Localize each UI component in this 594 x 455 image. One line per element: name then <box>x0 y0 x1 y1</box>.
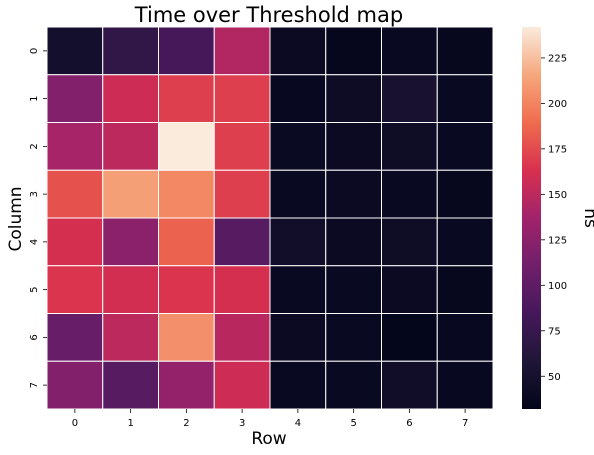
x-tick-label: 5 <box>350 418 356 429</box>
y-axis-ticks: 0 1 2 3 4 5 6 7 <box>29 48 47 388</box>
heatmap-cell-r1-c4 <box>269 74 327 123</box>
chart-title: Time over Threshold map <box>134 3 403 27</box>
colorbar-label: ns <box>580 208 594 228</box>
heatmap-cell-r4-c2 <box>158 217 215 267</box>
heatmap-cell-r1-c0 <box>46 74 104 123</box>
heatmap-cell-r3-c1 <box>102 169 159 219</box>
heatmap-cell-r2-c5 <box>325 122 382 171</box>
heatmap-cell-r3-c5 <box>325 169 382 219</box>
x-axis-ticks: 0 1 2 3 4 5 6 7 <box>72 409 468 429</box>
heatmap-cell-r1-c2 <box>158 74 215 123</box>
heatmap-cell-r5-c6 <box>381 265 438 314</box>
heatmap-cell-r5-c0 <box>46 265 104 314</box>
heatmap-cell-r0-c3 <box>213 26 271 76</box>
x-tick-label: 0 <box>72 418 78 429</box>
heatmap-cell-r3-c7 <box>436 169 494 219</box>
y-tick-label: 3 <box>29 191 40 197</box>
y-tick-label: 5 <box>29 286 40 292</box>
x-tick-label: 6 <box>406 418 412 429</box>
heatmap-cell-r6-c3 <box>213 313 271 362</box>
heatmap-cell-r7-c0 <box>46 360 104 410</box>
heatmap-cell-r2-c6 <box>381 122 438 171</box>
heatmap-cell-r7-c5 <box>325 360 382 410</box>
heatmap-cell-r0-c2 <box>158 26 215 76</box>
colorbar-tick-label: 225 <box>548 53 567 64</box>
heatmap-cell-r5-c1 <box>102 265 159 314</box>
heatmap-cell-r7-c3 <box>213 360 271 410</box>
colorbar-tick-label: 175 <box>548 144 567 155</box>
heatmap-cell-r4-c1 <box>102 217 159 267</box>
heatmap-cell-r6-c0 <box>46 313 104 362</box>
x-axis-label: Row <box>251 429 286 449</box>
heatmap-cell-r4-c3 <box>213 217 271 267</box>
heatmap-cell-r2-c3 <box>213 122 271 171</box>
heatmap-cell-r7-c2 <box>158 360 215 410</box>
heatmap-cell-r0-c0 <box>46 26 104 76</box>
heatmap-cell-r0-c7 <box>436 26 494 76</box>
x-tick-label: 4 <box>295 418 301 429</box>
heatmap-cell-r6-c5 <box>325 313 382 362</box>
y-tick-label: 6 <box>29 334 40 340</box>
heatmap-cell-r7-c1 <box>102 360 159 410</box>
heatmap-cell-r7-c4 <box>269 360 327 410</box>
heatmap-cell-r7-c7 <box>436 360 494 410</box>
heatmap-cell-r2-c4 <box>269 122 327 171</box>
heatmap-cell-r2-c0 <box>46 122 104 171</box>
heatmap-cell-r1-c3 <box>213 74 271 123</box>
heatmap-cell-r1-c6 <box>381 74 438 123</box>
heatmap-cell-r7-c6 <box>381 360 438 410</box>
heatmap-cell-r6-c2 <box>158 313 215 362</box>
heatmap-cell-r2-c1 <box>102 122 159 171</box>
x-tick-label: 2 <box>183 418 189 429</box>
colorbar-tick-label: 150 <box>548 190 567 201</box>
heatmap-cell-r4-c6 <box>381 217 438 267</box>
heatmap-cell-r0-c4 <box>269 26 327 76</box>
heatmap-cell-r3-c3 <box>213 169 271 219</box>
colorbar-ticks: 50 75 100 125 150 175 200 225 <box>541 53 567 383</box>
heatmap-cell-r3-c4 <box>269 169 327 219</box>
colorbar-tick-label: 50 <box>548 372 561 383</box>
heatmap-cell-r3-c6 <box>381 169 438 219</box>
heatmap-cell-r6-c6 <box>381 313 438 362</box>
heatmap-cell-r1-c1 <box>102 74 159 123</box>
heatmap-cell-r1-c5 <box>325 74 382 123</box>
heatmap-cell-r0-c1 <box>102 26 159 76</box>
heatmap-cells <box>46 26 494 410</box>
heatmap-cell-r2-c7 <box>436 122 494 171</box>
colorbar <box>522 27 541 409</box>
heatmap-cell-r5-c4 <box>269 265 327 314</box>
x-tick-label: 7 <box>462 418 468 429</box>
heatmap-cell-r2-c2 <box>158 122 215 171</box>
y-tick-label: 1 <box>29 95 40 101</box>
heatmap-cell-r1-c7 <box>436 74 494 123</box>
heatmap-cell-r5-c5 <box>325 265 382 314</box>
heatmap-cell-r0-c5 <box>325 26 382 76</box>
colorbar-tick-label: 100 <box>548 281 567 292</box>
y-tick-label: 2 <box>29 143 40 149</box>
x-tick-label: 3 <box>239 418 245 429</box>
colorbar-tick-label: 75 <box>548 326 561 337</box>
heatmap-cell-r4-c0 <box>46 217 104 267</box>
heatmap-cell-r3-c2 <box>158 169 215 219</box>
heatmap-cell-r5-c2 <box>158 265 215 314</box>
heatmap-cell-r0-c6 <box>381 26 438 76</box>
y-axis-label: Column <box>6 186 26 251</box>
colorbar-tick-label: 200 <box>548 99 567 110</box>
heatmap-cell-r4-c7 <box>436 217 494 267</box>
y-tick-label: 7 <box>29 382 40 388</box>
heatmap-cell-r6-c7 <box>436 313 494 362</box>
y-tick-label: 0 <box>29 48 40 54</box>
colorbar-tick-label: 125 <box>548 235 567 246</box>
heatmap-cell-r6-c4 <box>269 313 327 362</box>
heatmap-cell-r6-c1 <box>102 313 159 362</box>
heatmap-cell-r5-c7 <box>436 265 494 314</box>
x-tick-label: 1 <box>127 418 133 429</box>
heatmap-cell-r4-c4 <box>269 217 327 267</box>
y-tick-label: 4 <box>29 239 40 245</box>
heatmap-cell-r5-c3 <box>213 265 271 314</box>
heatmap-cell-r3-c0 <box>46 169 104 219</box>
heatmap-cell-r4-c5 <box>325 217 382 267</box>
